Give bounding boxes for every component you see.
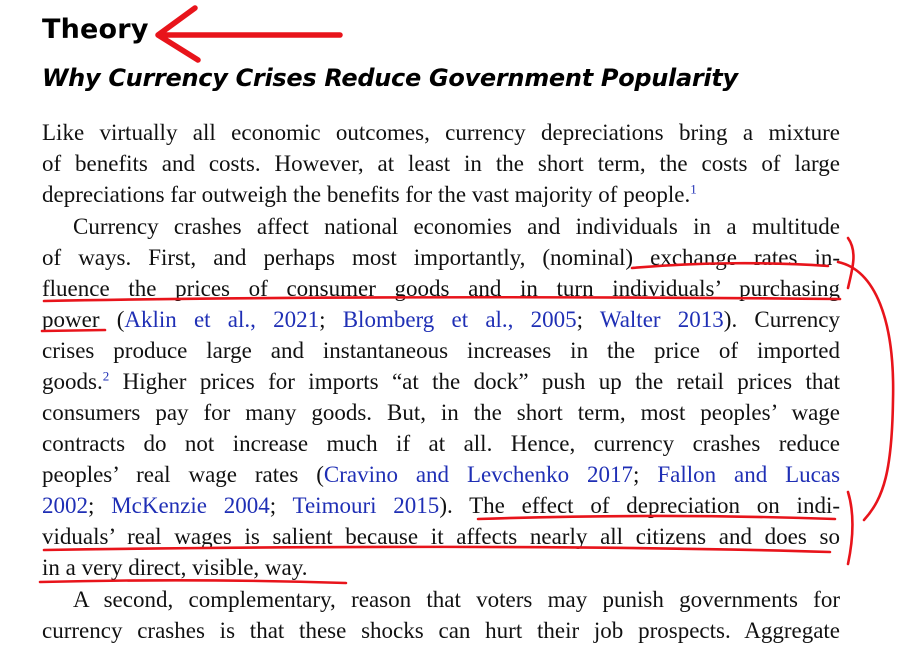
- text-line: crises produce large and instantaneous i…: [42, 338, 840, 363]
- text-line: currency crashes is that these shocks ca…: [42, 618, 840, 643]
- text-line: of benefits and costs. However, at least…: [42, 151, 840, 176]
- section-title: Theory: [42, 14, 149, 45]
- text-line: goods.2 Higher prices for imports “at th…: [42, 366, 840, 397]
- text-span: ). Currency: [723, 307, 840, 332]
- text-span: ;: [319, 307, 343, 332]
- text-span: depreciations far outweigh the benefits …: [42, 182, 691, 207]
- text-span: Higher prices for imports “at the dock” …: [109, 369, 840, 394]
- text-line: Like virtually all economic outcomes, cu…: [42, 120, 840, 145]
- text-line: depreciations far outweigh the benefits …: [42, 179, 840, 210]
- text-line: viduals’ real wages is salient because i…: [42, 524, 840, 549]
- text-span: ;: [633, 462, 658, 487]
- text-span: goods.: [42, 369, 103, 394]
- bracket-annotation: [846, 236, 855, 290]
- text-span: ;: [576, 307, 600, 332]
- text-line: fluence the prices of consumer goods and…: [42, 276, 840, 301]
- text-line: A second, complementary, reason that vot…: [73, 587, 840, 612]
- bracket-annotation: [836, 260, 895, 522]
- text-span: ;: [88, 493, 112, 518]
- citation-fallon-year[interactable]: 2002: [42, 493, 88, 518]
- citation-fallon[interactable]: Fallon and Lucas: [657, 462, 841, 487]
- citation-mckenzie[interactable]: McKenzie 2004: [111, 493, 270, 518]
- citation-walter[interactable]: Walter 2013: [599, 307, 724, 332]
- footnote-ref-2[interactable]: 2: [102, 368, 110, 384]
- citation-aklin[interactable]: Aklin et al., 2021: [124, 307, 320, 332]
- red-arrow-annotation: [155, 5, 343, 63]
- text-line: of ways. First, and perhaps most importa…: [42, 245, 840, 270]
- text-line: Currency crashes affect national economi…: [73, 214, 840, 239]
- text-span: ;: [269, 493, 293, 518]
- text-span: power (: [42, 307, 125, 332]
- text-line: power (Aklin et al., 2021; Blomberg et a…: [42, 304, 840, 335]
- citation-cravino[interactable]: Cravino and Levchenko 2017: [323, 462, 634, 487]
- footnote-ref-1[interactable]: 1: [690, 181, 697, 197]
- text-span: ). The effect of depreciation on indi-: [439, 493, 840, 518]
- text-line: in a very direct, visible, way.: [42, 555, 308, 580]
- text-line: contracts do not increase much if at all…: [42, 431, 840, 456]
- subsection-title: Why Currency Crises Reduce Government Po…: [42, 64, 738, 92]
- text-line: 2002; McKenzie 2004; Teimouri 2015). The…: [42, 490, 840, 521]
- text-span: peoples’ real wage rates (: [42, 462, 324, 487]
- text-line: peoples’ real wage rates (Cravino and Le…: [42, 459, 840, 490]
- citation-teimouri[interactable]: Teimouri 2015: [292, 493, 440, 518]
- bracket-annotation: [846, 490, 854, 566]
- text-line: consumers pay for many goods. But, in th…: [42, 400, 840, 425]
- citation-blomberg[interactable]: Blomberg et al., 2005: [342, 307, 577, 332]
